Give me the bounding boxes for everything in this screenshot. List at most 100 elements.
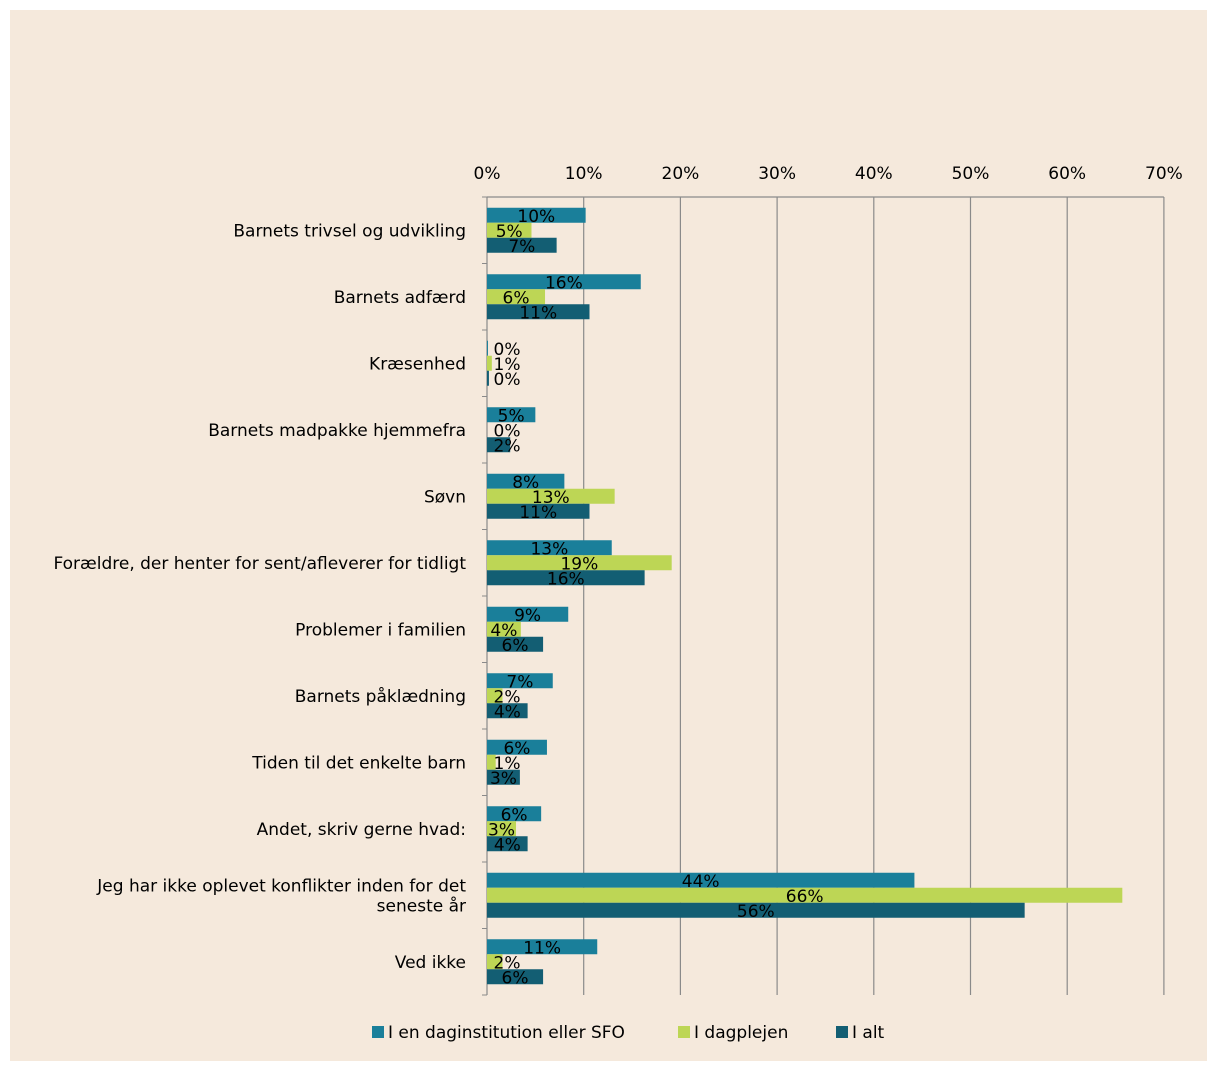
data-label: 3%: [490, 769, 517, 789]
bar: [487, 836, 528, 852]
data-label: 11%: [523, 938, 561, 958]
legend-swatch: [678, 1026, 690, 1038]
legend-swatch: [372, 1026, 384, 1038]
data-label: 0%: [494, 421, 521, 441]
data-label: 66%: [786, 887, 824, 907]
data-label: 11%: [519, 303, 557, 323]
category-label: Forældre, der henter for sent/afleverer …: [53, 554, 466, 574]
bar: [487, 621, 521, 637]
data-label: 1%: [494, 754, 521, 774]
data-label: 7%: [508, 237, 535, 257]
bar: [487, 370, 489, 386]
data-label: 1%: [494, 355, 521, 375]
category-label: Ved ikke: [395, 953, 466, 973]
category-label: Barnets madpakke hjemmefra: [208, 421, 466, 441]
data-labels: 10%5%7%16%6%11%0%1%0%5%0%2%8%13%11%13%19…: [488, 207, 824, 989]
bar: [487, 606, 569, 622]
bar: [487, 703, 528, 719]
tick-label: 20%: [662, 164, 700, 184]
bar: [487, 739, 547, 755]
bar: [487, 754, 496, 770]
data-label: 10%: [517, 207, 555, 227]
data-label: 16%: [545, 273, 583, 293]
bar: [487, 688, 503, 704]
tick-label: 10%: [565, 164, 603, 184]
category-label: Jeg har ikke oplevet konflikter inden fo…: [96, 876, 466, 916]
bar: [487, 540, 612, 556]
bar: [487, 473, 565, 489]
data-label: 7%: [506, 672, 533, 692]
bar: [487, 503, 590, 519]
data-label: 13%: [530, 539, 568, 559]
bar: [487, 207, 586, 223]
category-label: Søvn: [424, 487, 466, 507]
data-label: 6%: [502, 968, 529, 988]
data-label: 6%: [503, 288, 530, 308]
category-label: Tiden til det enkelte barn: [251, 753, 466, 773]
tick-label: 60%: [1048, 164, 1086, 184]
data-label: 13%: [532, 488, 570, 508]
x-axis-ticks: 0% 10% 20% 30% 40% 50% 60% 70%: [474, 164, 1183, 184]
data-label: 3%: [488, 820, 515, 840]
data-label: 9%: [514, 606, 541, 626]
data-label: 19%: [560, 554, 598, 574]
data-label: 16%: [547, 569, 585, 589]
chart-area: 0% 10% 20% 30% 40% 50% 60% 70% Barnets trivsel …: [10, 10, 1207, 1061]
bar-chart: 0% 10% 20% 30% 40% 50% 60% 70% Barnets trivsel …: [53, 164, 1183, 1043]
data-label: 4%: [490, 621, 517, 641]
data-label: 2%: [494, 953, 521, 973]
bar: [487, 821, 517, 837]
data-label: 5%: [496, 222, 523, 242]
category-label: Problemer i familien: [295, 620, 466, 640]
bar: [487, 769, 520, 785]
category-label: Andet, skriv gerne hvad:: [257, 820, 466, 840]
bar: [487, 806, 542, 822]
category-label: Barnets trivsel og udvikling: [233, 221, 466, 241]
bars: [487, 207, 1123, 985]
bar: [487, 570, 645, 586]
bar: [487, 488, 615, 504]
data-label: 4%: [494, 835, 521, 855]
gridlines: [482, 196, 1165, 996]
bar: [487, 954, 503, 970]
bar: [487, 437, 511, 453]
legend-swatch: [836, 1026, 848, 1038]
data-label: 0%: [494, 370, 521, 390]
bar: [487, 636, 544, 652]
bar: [487, 340, 488, 356]
data-label: 5%: [498, 406, 525, 426]
data-label: 56%: [737, 902, 775, 922]
data-label: 2%: [494, 687, 521, 707]
bar: [487, 969, 544, 985]
category-label: Barnets påklædning: [295, 686, 466, 707]
bar: [487, 939, 598, 955]
bar: [487, 887, 1123, 903]
tick-label: 40%: [855, 164, 893, 184]
bar: [487, 222, 532, 238]
tick-label: 0%: [474, 164, 501, 184]
tick-label: 30%: [758, 164, 796, 184]
category-label: Barnets adfærd: [334, 288, 466, 308]
bar: [487, 355, 492, 371]
bar: [487, 304, 590, 320]
bar: [487, 555, 672, 571]
data-label: 8%: [512, 473, 539, 493]
category-labels: Barnets trivsel og udvikling Barnets adfæ…: [53, 221, 466, 973]
legend-label: I dagplejen: [694, 1023, 788, 1043]
bar: [487, 902, 1025, 918]
data-label: 0%: [494, 340, 521, 360]
bar: [487, 673, 553, 689]
legend-label: I alt: [852, 1023, 885, 1043]
tick-label: 70%: [1145, 164, 1183, 184]
legend-label: I en daginstitution eller SFO: [388, 1023, 625, 1043]
data-label: 44%: [682, 872, 720, 892]
bar: [487, 237, 557, 253]
data-label: 11%: [519, 503, 557, 523]
legend: I en daginstitution eller SFO I dagplejen…: [372, 1023, 885, 1043]
category-label: Kræsenhed: [369, 354, 466, 374]
bar: [487, 407, 536, 423]
tick-label: 50%: [952, 164, 990, 184]
bar: [487, 872, 915, 888]
data-label: 2%: [494, 436, 521, 456]
data-label: 6%: [502, 636, 529, 656]
